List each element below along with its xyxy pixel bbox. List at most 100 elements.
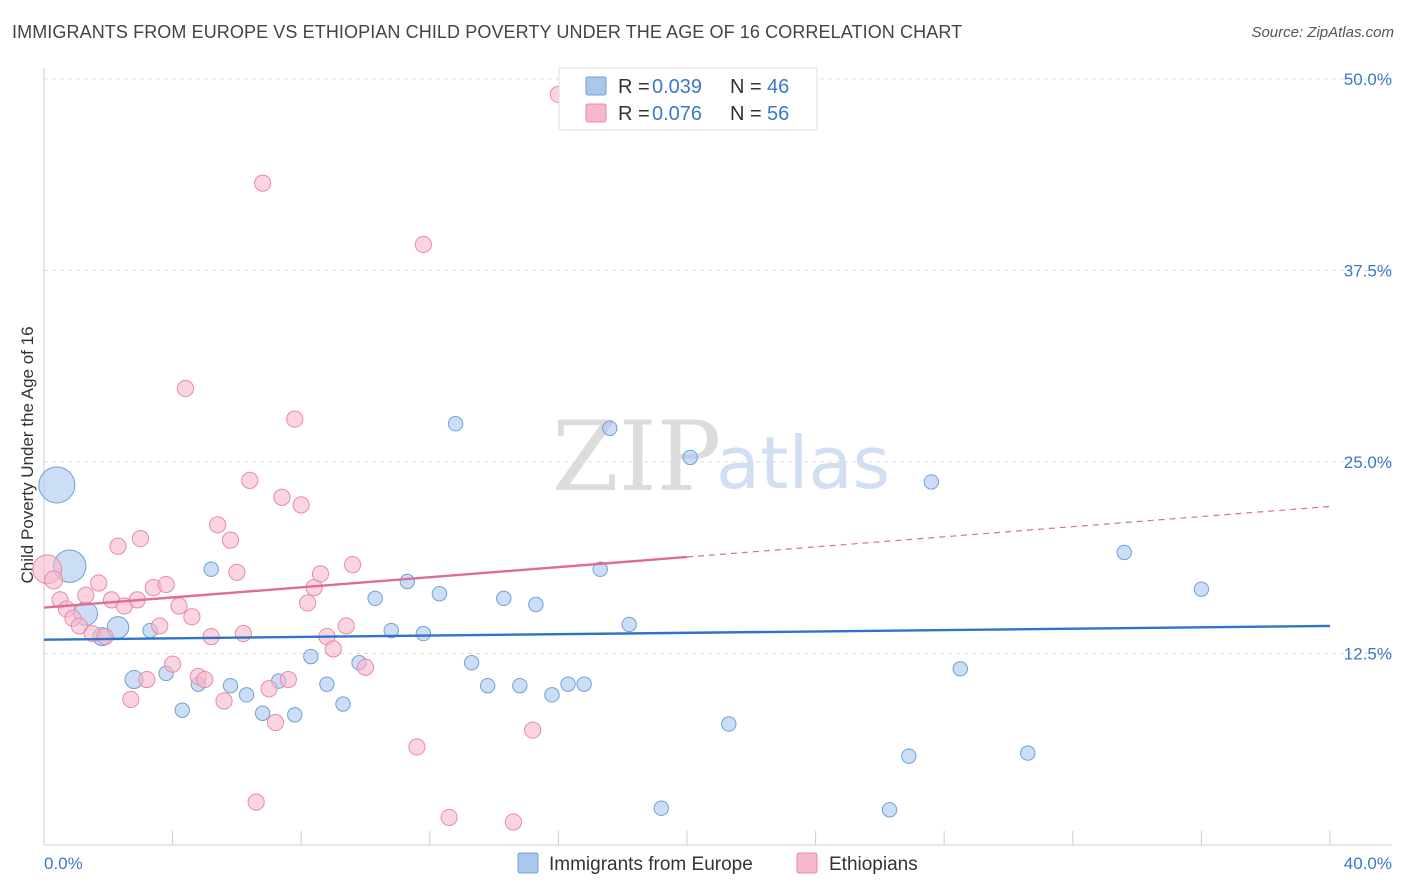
scatter-point-1-33 (247, 793, 265, 811)
bottom-legend-swatch-europe (517, 852, 539, 874)
scatter-point-0-18 (335, 696, 351, 712)
y-tick-label-1: 25.0% (1344, 453, 1392, 472)
scatter-point-0-23 (415, 625, 432, 642)
scatter-point-1-29 (221, 531, 240, 549)
bottom-legend-swatch-ethiopians (796, 852, 818, 874)
scatter-point-0-44 (1020, 745, 1036, 761)
scatter-point-1-16 (138, 670, 156, 689)
scatter-point-0-32 (560, 676, 576, 692)
scatter-point-0-31 (544, 687, 560, 703)
scatter-point-1-40 (292, 496, 310, 514)
scatter-point-1-13 (122, 690, 140, 709)
scatter-point-0-10 (203, 561, 219, 577)
series-0-points (38, 416, 1210, 818)
trend-line-1 (43, 555, 688, 609)
scatter-point-1-23 (183, 608, 201, 626)
axes (43, 68, 1392, 846)
scatter-point-1-21 (170, 597, 188, 615)
legend-n-label-europe: N = (730, 76, 762, 98)
scatter-point-0-21 (383, 622, 399, 639)
trend-line-0 (43, 624, 1331, 641)
scatter-point-1-26 (202, 628, 220, 646)
legend-r-label-ethiopians: R = (618, 103, 650, 125)
legend-r-label-europe: R = (618, 76, 650, 98)
scatter-point-1-19 (157, 575, 175, 594)
watermark-atlas: atlas (716, 421, 890, 505)
x-tick-label-0: 0.0% (44, 854, 83, 873)
scatter-point-1-18 (151, 617, 169, 635)
scatter-point-1-20 (164, 655, 182, 673)
legend: R = 0.039 N = 46 R = 0.076 N = 56 (558, 67, 818, 131)
scatter-point-1-49 (408, 738, 426, 756)
scatter-point-1-41 (299, 594, 317, 612)
scatter-point-0-24 (431, 586, 448, 602)
scatter-point-0-39 (721, 716, 737, 732)
scatter-point-0-36 (621, 616, 637, 633)
scatter-point-1-47 (344, 556, 362, 574)
scatter-point-0-22 (399, 573, 415, 590)
scatter-point-0-41 (901, 748, 917, 764)
scatter-point-0-12 (238, 687, 255, 703)
legend-swatch-europe (585, 76, 607, 96)
scatter-point-1-27 (209, 516, 227, 534)
scatter-point-0-17 (319, 676, 335, 692)
y-tick-label-0: 12.5% (1344, 645, 1392, 664)
scatter-point-1-43 (311, 565, 330, 583)
y-tick-label-2: 37.5% (1344, 262, 1392, 281)
scatter-point-1-45 (324, 640, 342, 658)
legend-n-value-europe: 46 (767, 76, 789, 98)
legend-n-value-ethiopians: 56 (767, 103, 789, 125)
scatter-point-1-48 (356, 658, 375, 676)
scatter-point-0-28 (496, 590, 512, 607)
scatter-point-1-36 (266, 713, 285, 732)
scatter-point-1-37 (273, 488, 291, 506)
scatter-point-0-33 (576, 676, 592, 692)
bottom-legend-label-ethiopians: Ethiopians (829, 854, 918, 875)
scatter-point-0-0 (38, 466, 76, 504)
scatter-point-1-30 (228, 563, 246, 581)
x-tick-label-1: 40.0% (1344, 854, 1392, 873)
scatter-point-1-9 (96, 628, 114, 646)
legend-n-label-ethiopians: N = (730, 103, 762, 125)
scatter-point-1-34 (254, 174, 272, 192)
bottom-legend: Immigrants from Europe Ethiopians (517, 852, 918, 875)
scatter-point-1-35 (260, 680, 278, 698)
scatter-point-1-15 (131, 530, 150, 548)
scatter-point-0-29 (512, 677, 528, 694)
scatter-point-0-43 (952, 661, 968, 677)
scatter-point-0-34 (592, 561, 608, 577)
bottom-legend-label-europe: Immigrants from Europe (549, 854, 753, 875)
scatter-point-1-8 (90, 574, 108, 592)
scatter-point-0-15 (287, 707, 303, 723)
legend-swatch-ethiopians (585, 103, 607, 123)
series-1-points (32, 85, 568, 831)
grid (44, 78, 1392, 654)
trend-lines (43, 505, 1331, 641)
scatter-point-1-39 (286, 410, 304, 428)
scatter-point-0-27 (479, 677, 496, 694)
x-tick-labels: 0.0% 40.0% (44, 854, 1392, 873)
scatter-point-0-30 (528, 596, 544, 613)
scatter-point-0-45 (1116, 544, 1132, 561)
scatter-point-0-46 (1193, 581, 1210, 597)
scatter-point-1-22 (176, 379, 195, 398)
scatter-point-1-52 (504, 813, 522, 831)
scatter-point-0-42 (923, 474, 940, 490)
scatter-point-0-35 (602, 420, 618, 436)
points-layer (32, 85, 1210, 831)
scatter-point-0-40 (881, 802, 898, 818)
scatter-point-0-8 (174, 702, 190, 718)
scatter-point-0-38 (682, 449, 698, 466)
scatter-point-1-28 (215, 692, 233, 710)
scatter-point-1-53 (524, 721, 542, 739)
y-tick-labels: 12.5% 25.0% 37.5% 50.0% (1344, 70, 1392, 664)
watermark: ZIP atlas (552, 401, 890, 513)
scatter-point-0-20 (367, 590, 383, 607)
scatter-point-0-11 (222, 677, 239, 694)
scatter-point-1-1 (44, 570, 64, 590)
scatter-point-1-25 (196, 670, 214, 689)
legend-r-value-europe: 0.039 (652, 76, 702, 98)
scatter-point-1-6 (77, 586, 95, 604)
